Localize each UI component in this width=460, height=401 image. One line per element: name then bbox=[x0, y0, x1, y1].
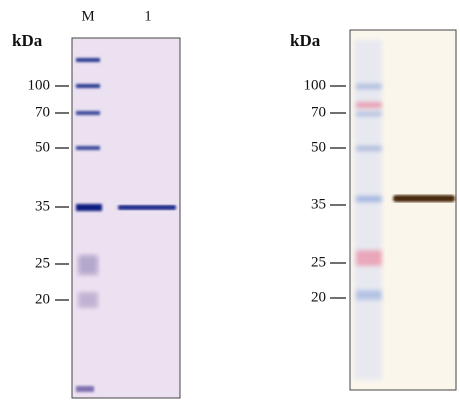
marker-label: 70 bbox=[35, 104, 50, 120]
band-western bbox=[393, 195, 455, 202]
unit-label: kDa bbox=[290, 31, 321, 50]
labels: kDa M 1 kDa 100 70 50 35 25 20 100 70 50 35 25 20 bbox=[12, 8, 346, 307]
gel-left bbox=[71, 37, 181, 399]
marker-label: 100 bbox=[304, 77, 327, 93]
marker-label: 25 bbox=[311, 254, 326, 270]
unit-label: kDa bbox=[12, 31, 43, 50]
lane-label: 1 bbox=[144, 8, 152, 24]
marker-label: 20 bbox=[311, 289, 326, 305]
band-lane-1 bbox=[118, 205, 176, 210]
marker-label: 70 bbox=[311, 104, 326, 120]
ladder-right bbox=[354, 40, 382, 380]
marker-label: 100 bbox=[28, 77, 51, 93]
marker-label: 50 bbox=[311, 139, 326, 155]
ladder-left bbox=[76, 58, 102, 392]
marker-label: 35 bbox=[311, 196, 326, 212]
marker-label: 35 bbox=[35, 198, 50, 214]
marker-label: 25 bbox=[35, 255, 50, 271]
marker-label: 20 bbox=[35, 291, 50, 307]
marker-label: 50 bbox=[35, 139, 50, 155]
lane-label: M bbox=[81, 8, 94, 24]
